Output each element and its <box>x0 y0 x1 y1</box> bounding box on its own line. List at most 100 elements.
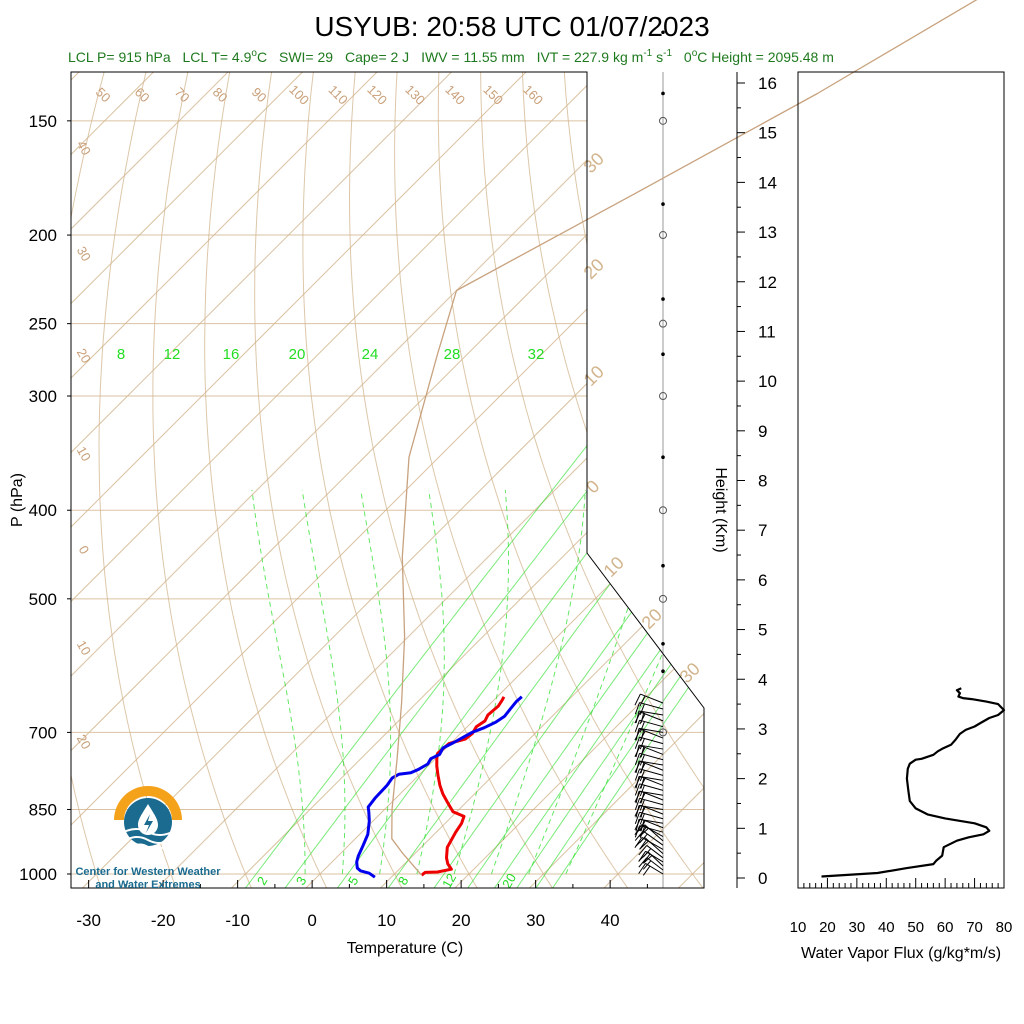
isotherm-line <box>71 72 212 888</box>
y-tick-label: 200 <box>29 226 57 245</box>
skewt-plot-border <box>70 71 705 889</box>
isotherm-line <box>71 72 704 888</box>
wind-barb-flag <box>639 813 645 825</box>
wind-barb-flag <box>639 785 645 797</box>
isotherm-label: 30 <box>74 244 94 264</box>
wind-level-circle <box>659 116 667 125</box>
height-tick-label: 9 <box>758 422 767 441</box>
mixing-ratio-label: 32 <box>528 346 545 363</box>
dry-adiabat-line <box>348 72 557 888</box>
flux-axes: 10 20 30 40 50 60 70 80 <box>790 878 1013 936</box>
logo-sun-arc <box>114 786 182 820</box>
wind-barb-flag <box>638 851 646 862</box>
wind-barb-flag <box>640 729 645 741</box>
parcel-path-trace <box>391 0 978 876</box>
wind-barb-staff <box>638 710 664 716</box>
wind-barb <box>635 710 664 724</box>
wind-level-dot <box>661 563 665 568</box>
wind-barb-staff <box>638 775 664 781</box>
wind-barb <box>638 862 664 876</box>
wind-barb-column <box>634 30 667 888</box>
height-tick-label: 2 <box>758 770 767 789</box>
wind-barb-staff <box>639 768 664 776</box>
wind-barb-flag <box>634 693 641 706</box>
dry-adiabat-label: 120 <box>364 82 390 108</box>
wind-level-circle <box>659 506 667 515</box>
wind-level-dot <box>661 91 665 96</box>
wind-barb-flag <box>639 770 645 782</box>
dry-adiabat-line <box>204 72 330 888</box>
wind-barb-flag <box>639 721 645 733</box>
dry-adiabat-line <box>0 0 60 893</box>
chart-title: USYUB: 20:58 UTC 01/07/2023 <box>314 11 709 42</box>
wind-barb-flag <box>634 837 643 848</box>
flux-x-tick-label: 30 <box>849 919 866 936</box>
flux-x-tick-label: 40 <box>878 919 895 936</box>
mixing-ratio-line <box>241 290 704 888</box>
isotherm-label: 30 <box>580 149 608 177</box>
dry-adiabat-line <box>561 72 704 888</box>
isotherm-line <box>225 72 704 888</box>
flux-x-tick-label: 50 <box>907 919 924 936</box>
isotherm-line <box>71 72 704 888</box>
wind-barb <box>634 719 664 733</box>
isotherm-label: 0 <box>76 543 93 557</box>
skewt-axes: 1001502002503004005007008501000-30-20-10… <box>19 112 648 930</box>
dry-adiabat-line <box>254 72 406 888</box>
wind-barb-staff <box>645 862 664 875</box>
y-tick-label: 400 <box>29 501 57 520</box>
isotherm-line <box>748 0 1024 893</box>
wind-barb-staff <box>646 857 664 871</box>
flux-x-tick-label: 80 <box>996 919 1013 936</box>
wind-barb <box>634 837 664 850</box>
dewpoint-trace <box>355 695 523 879</box>
x-tick-label: -30 <box>76 911 101 930</box>
wind-barb-staff <box>641 824 664 837</box>
moist-adiabat-line <box>360 489 392 875</box>
isotherm-label: 20 <box>638 605 666 633</box>
wind-barb-flag <box>634 825 641 838</box>
isotherm-line <box>71 72 436 888</box>
isotherm-line <box>71 72 510 888</box>
y-tick-label: 850 <box>29 800 57 819</box>
wind-barb-staff <box>638 760 664 766</box>
moist-adiabat-line <box>301 489 346 875</box>
mixing-ratio-label: 8 <box>395 874 412 888</box>
height-tick-label: 4 <box>758 670 767 689</box>
wind-barb-flag <box>639 703 645 715</box>
wind-barb-flag <box>640 745 645 758</box>
height-tick-label: 5 <box>758 621 767 640</box>
logo-wave <box>125 836 171 844</box>
stats-line: LCL P= 915 hPa LCL T= 4.9oC SWI= 29 Cape… <box>68 43 834 65</box>
height-tick-label: 1 <box>758 819 767 838</box>
wind-level-circle <box>659 594 667 603</box>
wind-barb-flag <box>638 845 648 856</box>
mixing-ratio-line <box>531 290 704 888</box>
dry-adiabat-line <box>437 72 704 888</box>
flux-x-tick-label: 10 <box>790 919 807 936</box>
wind-barb <box>634 693 664 707</box>
mixing-ratio-label: 12 <box>164 346 181 363</box>
height-tick-label: 0 <box>758 869 767 888</box>
wind-barb <box>634 797 664 811</box>
wind-barb <box>635 818 664 832</box>
logo-wave <box>131 843 165 851</box>
dry-adiabat-line <box>677 72 704 888</box>
stat-lcl-t-unit: C <box>257 49 267 65</box>
wind-barb <box>634 752 664 766</box>
wind-barb-staff <box>639 825 664 833</box>
wind-barb-flag <box>638 863 646 874</box>
dry-adiabat-line <box>832 0 1024 893</box>
moist-adiabat-line <box>565 489 704 875</box>
wind-barb-flag <box>635 805 640 818</box>
x-tick-label: -20 <box>151 911 176 930</box>
isotherm-line <box>374 72 704 888</box>
stat-lcl-p: LCL P= 915 hPa <box>68 49 171 65</box>
height-tick-label: 7 <box>758 521 767 540</box>
wind-barb <box>638 857 664 871</box>
mixing-ratio-line <box>548 290 704 888</box>
mixing-ratio-label: 3 <box>293 874 310 888</box>
wind-barb-flag <box>642 865 651 876</box>
wind-barb-flag <box>634 768 641 781</box>
wind-barb-staff <box>638 790 664 796</box>
